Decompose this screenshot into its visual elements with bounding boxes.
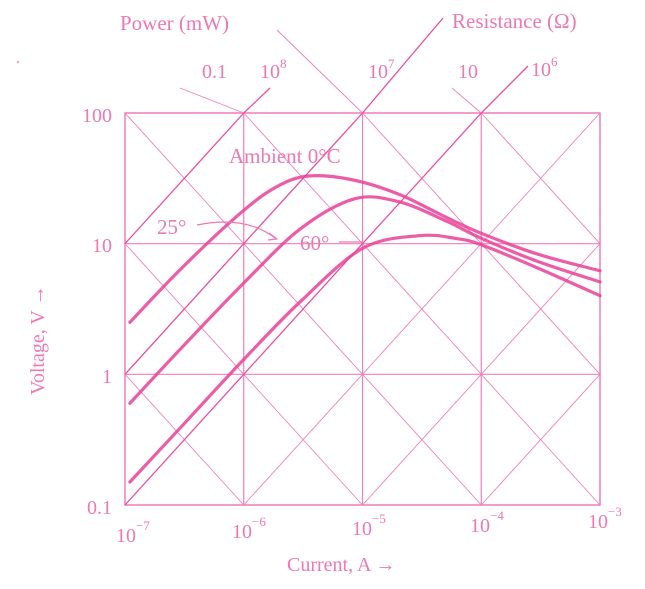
resistance-line — [124, 112, 482, 506]
power-line-extension — [179, 87, 244, 114]
resistance-line — [243, 112, 601, 506]
power-line-extension — [276, 29, 363, 114]
resistance-line-extension — [362, 17, 444, 114]
curve-60c — [128, 233, 602, 484]
power-axis-title: Power (mW) — [120, 11, 229, 35]
y-axis-ticks: 100 10 1 0.1 — [82, 105, 112, 519]
resistance-label-1e8: 108 — [260, 56, 287, 83]
x-tick-1e-6: 10−6 — [232, 514, 266, 543]
grid — [124, 112, 601, 506]
x-tick-1e-5: 10−5 — [352, 511, 386, 540]
resistance-label-1e7: 107 — [368, 56, 395, 83]
resistance-line-extension — [480, 65, 529, 114]
power-label-10: 10 — [458, 61, 478, 83]
x-tick-1e-3: 10−3 — [588, 504, 622, 533]
curve-25c — [128, 195, 602, 405]
y-tick-100: 100 — [82, 105, 112, 127]
scan-speck — [16, 60, 20, 64]
x-tick-1e-4: 10−4 — [470, 508, 504, 537]
resistance-line — [124, 112, 245, 245]
resistance-line — [124, 112, 363, 375]
resistance-line — [362, 243, 601, 506]
resistance-axis-title: Resistance (Ω) — [452, 9, 577, 33]
power-label-0-1: 0.1 — [202, 61, 227, 83]
x-tick-1e-7: 10−7 — [116, 518, 150, 547]
curves — [128, 174, 602, 484]
resistance-label-1e6: 106 — [531, 54, 558, 81]
x-axis-title: Current, A → — [287, 554, 395, 576]
y-tick-0-1: 0.1 — [87, 497, 112, 519]
arrow-25c-leader — [196, 221, 276, 239]
resistance-line — [480, 374, 601, 506]
annotation-25c: 25° — [157, 215, 186, 239]
annotation-60c: 60° — [300, 231, 329, 255]
power-line-extension — [451, 87, 482, 114]
y-tick-10: 10 — [92, 235, 112, 257]
resistance-line-extension — [243, 87, 271, 114]
x-axis-ticks: 10−7 10−6 10−5 10−4 10−3 — [116, 504, 622, 547]
diagonal-value-labels: 0.1 108 107 10 106 — [202, 54, 558, 83]
arrow-head-icon — [267, 232, 279, 241]
y-tick-1: 1 — [102, 366, 112, 388]
annotation-arrows — [196, 221, 362, 243]
curve-0c — [128, 174, 602, 324]
annotation-ambient-0c: Ambient 0°C — [229, 144, 341, 168]
y-axis-title: Voltage, V → — [27, 286, 49, 395]
